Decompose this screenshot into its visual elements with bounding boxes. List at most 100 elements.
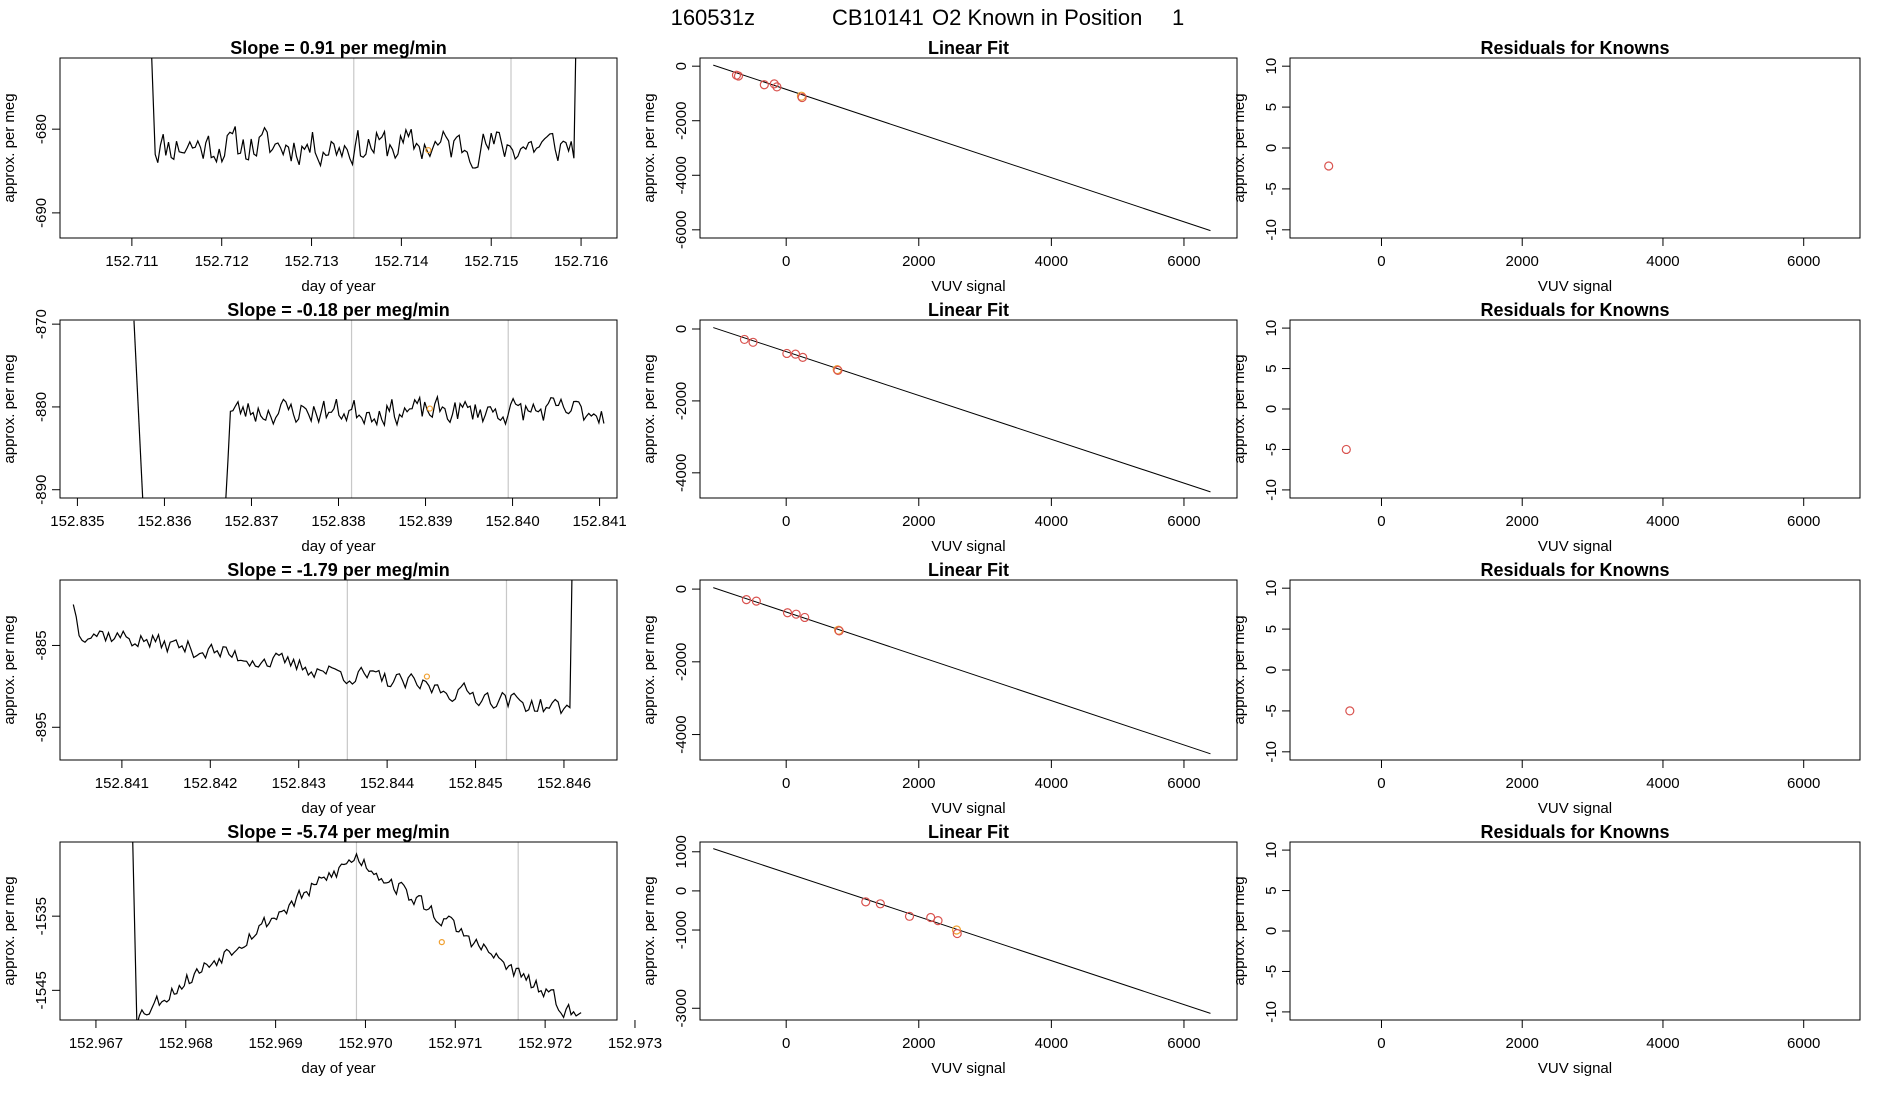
x-tick-label: 4000 — [1035, 253, 1068, 270]
data-point — [904, 911, 915, 921]
data-point — [1324, 161, 1334, 171]
data-point — [861, 897, 871, 907]
panel-4-2: Linear Fit VUV signal approx. per meg 0 2000… — [641, 822, 1238, 1077]
panels: Slope = 0.91 per meg/min day of year appro… — [1, 38, 1861, 1077]
plot-area — [713, 848, 1211, 1014]
signal-trace — [132, 842, 582, 1020]
plot-frame — [699, 319, 1238, 499]
y-tick-label: -4000 — [673, 715, 690, 753]
y-tick-label: -5 — [1263, 182, 1280, 195]
y-axis-label: approx. per meg — [1, 876, 18, 985]
x-axis-label: VUV signal — [1538, 538, 1612, 555]
y-tick-label: 0 — [673, 62, 690, 70]
x-tick-label: 152.715 — [464, 253, 518, 270]
x-tick-label: 2000 — [1506, 513, 1539, 530]
panel-2-2: Linear Fit VUV signal approx. per meg 0 2000… — [641, 300, 1238, 555]
data-point — [1345, 706, 1355, 716]
data-point — [733, 71, 744, 81]
data-point — [790, 349, 801, 359]
x-tick-label: 0 — [782, 253, 790, 270]
x-tick-label: 6000 — [1787, 513, 1820, 530]
panel-title: Slope = 0.91 per meg/min — [230, 38, 447, 58]
x-tick-label: 6000 — [1167, 513, 1200, 530]
panel-3-3: Residuals for Knowns VUV signal approx. pe… — [1231, 560, 1861, 817]
fit-line — [713, 64, 1211, 232]
data-point — [759, 80, 769, 90]
y-axis-label: approx. per meg — [1, 93, 18, 202]
y-axis-label: approx. per meg — [1231, 615, 1248, 724]
plot-area — [72, 580, 573, 760]
x-axis-label: VUV signal — [931, 538, 1005, 555]
figure-title-date: 160531z — [671, 5, 755, 30]
x-axis-label: day of year — [301, 538, 375, 555]
x-axis-label: VUV signal — [1538, 1060, 1612, 1077]
x-tick-label: 152.840 — [485, 513, 539, 530]
plot-frame — [59, 841, 618, 1021]
y-axis-label: approx. per meg — [1, 615, 18, 724]
y-tick-label: -6000 — [673, 211, 690, 249]
x-axis-label: VUV signal — [1538, 278, 1612, 295]
data-point — [832, 365, 842, 375]
y-axis-label: approx. per meg — [1, 354, 18, 463]
signal-trace — [151, 58, 577, 169]
data-point — [739, 334, 750, 345]
x-tick-label: 2000 — [1506, 253, 1539, 270]
x-tick-label: 152.968 — [159, 1035, 213, 1052]
y-axis-label: approx. per meg — [641, 876, 658, 985]
y-tick-label: -2000 — [673, 382, 690, 420]
y-tick-label: 5 — [1263, 886, 1280, 894]
y-tick-label: -10 — [1263, 1001, 1280, 1023]
x-tick-label: 6000 — [1167, 253, 1200, 270]
y-tick-label: 0 — [1263, 144, 1280, 152]
mean-marker — [425, 146, 432, 154]
x-tick-label: 2000 — [1506, 1035, 1539, 1052]
x-tick-label: 0 — [1377, 253, 1385, 270]
x-tick-label: 6000 — [1787, 253, 1820, 270]
plot-area — [151, 58, 577, 238]
y-tick-label: 0 — [673, 325, 690, 333]
y-tick-label: -885 — [33, 630, 50, 660]
y-tick-label: 5 — [1263, 364, 1280, 372]
y-axis-label: approx. per meg — [641, 93, 658, 202]
y-axis-label: approx. per meg — [1231, 93, 1248, 202]
x-tick-label: 0 — [1377, 513, 1385, 530]
y-tick-label: -890 — [33, 475, 50, 505]
x-tick-label: 152.711 — [105, 253, 158, 270]
panel-4-3: Residuals for Knowns VUV signal approx. pe… — [1231, 822, 1861, 1077]
y-axis-label: approx. per meg — [641, 354, 658, 463]
y-tick-label: 10 — [1263, 320, 1280, 337]
plot-area — [132, 842, 582, 1020]
x-axis-label: VUV signal — [931, 800, 1005, 817]
y-tick-label: -4000 — [673, 156, 690, 194]
x-tick-label: 4000 — [1646, 513, 1679, 530]
x-tick-label: 4000 — [1646, 775, 1679, 792]
figure-title-tank: CB10141 — [832, 5, 924, 30]
x-tick-label: 0 — [782, 775, 790, 792]
x-tick-label: 6000 — [1167, 1035, 1200, 1052]
y-tick-label: 0 — [673, 887, 690, 895]
data-point — [769, 79, 779, 89]
data-point — [875, 899, 885, 909]
y-tick-label: -2000 — [673, 643, 690, 681]
plot-frame — [59, 319, 618, 499]
x-tick-label: 6000 — [1787, 775, 1820, 792]
x-tick-label: 152.842 — [183, 775, 237, 792]
x-tick-label: 152.973 — [608, 1035, 662, 1052]
plot-frame — [699, 841, 1238, 1021]
x-tick-label: 4000 — [1646, 253, 1679, 270]
x-tick-label: 152.841 — [572, 513, 626, 530]
y-tick-label: 0 — [1263, 666, 1280, 674]
x-axis-label: day of year — [301, 800, 375, 817]
mean-marker — [426, 405, 433, 412]
y-tick-label: -10 — [1263, 741, 1280, 763]
x-tick-label: 2000 — [1506, 775, 1539, 792]
x-tick-label: 6000 — [1167, 775, 1200, 792]
x-tick-label: 2000 — [902, 253, 935, 270]
data-point — [797, 92, 807, 103]
panel-2-3: Residuals for Knowns VUV signal approx. pe… — [1231, 300, 1861, 555]
plot-area — [713, 587, 1211, 755]
y-tick-label: 0 — [1263, 927, 1280, 935]
panel-title: Linear Fit — [928, 300, 1009, 320]
x-tick-label: 152.716 — [554, 253, 608, 270]
